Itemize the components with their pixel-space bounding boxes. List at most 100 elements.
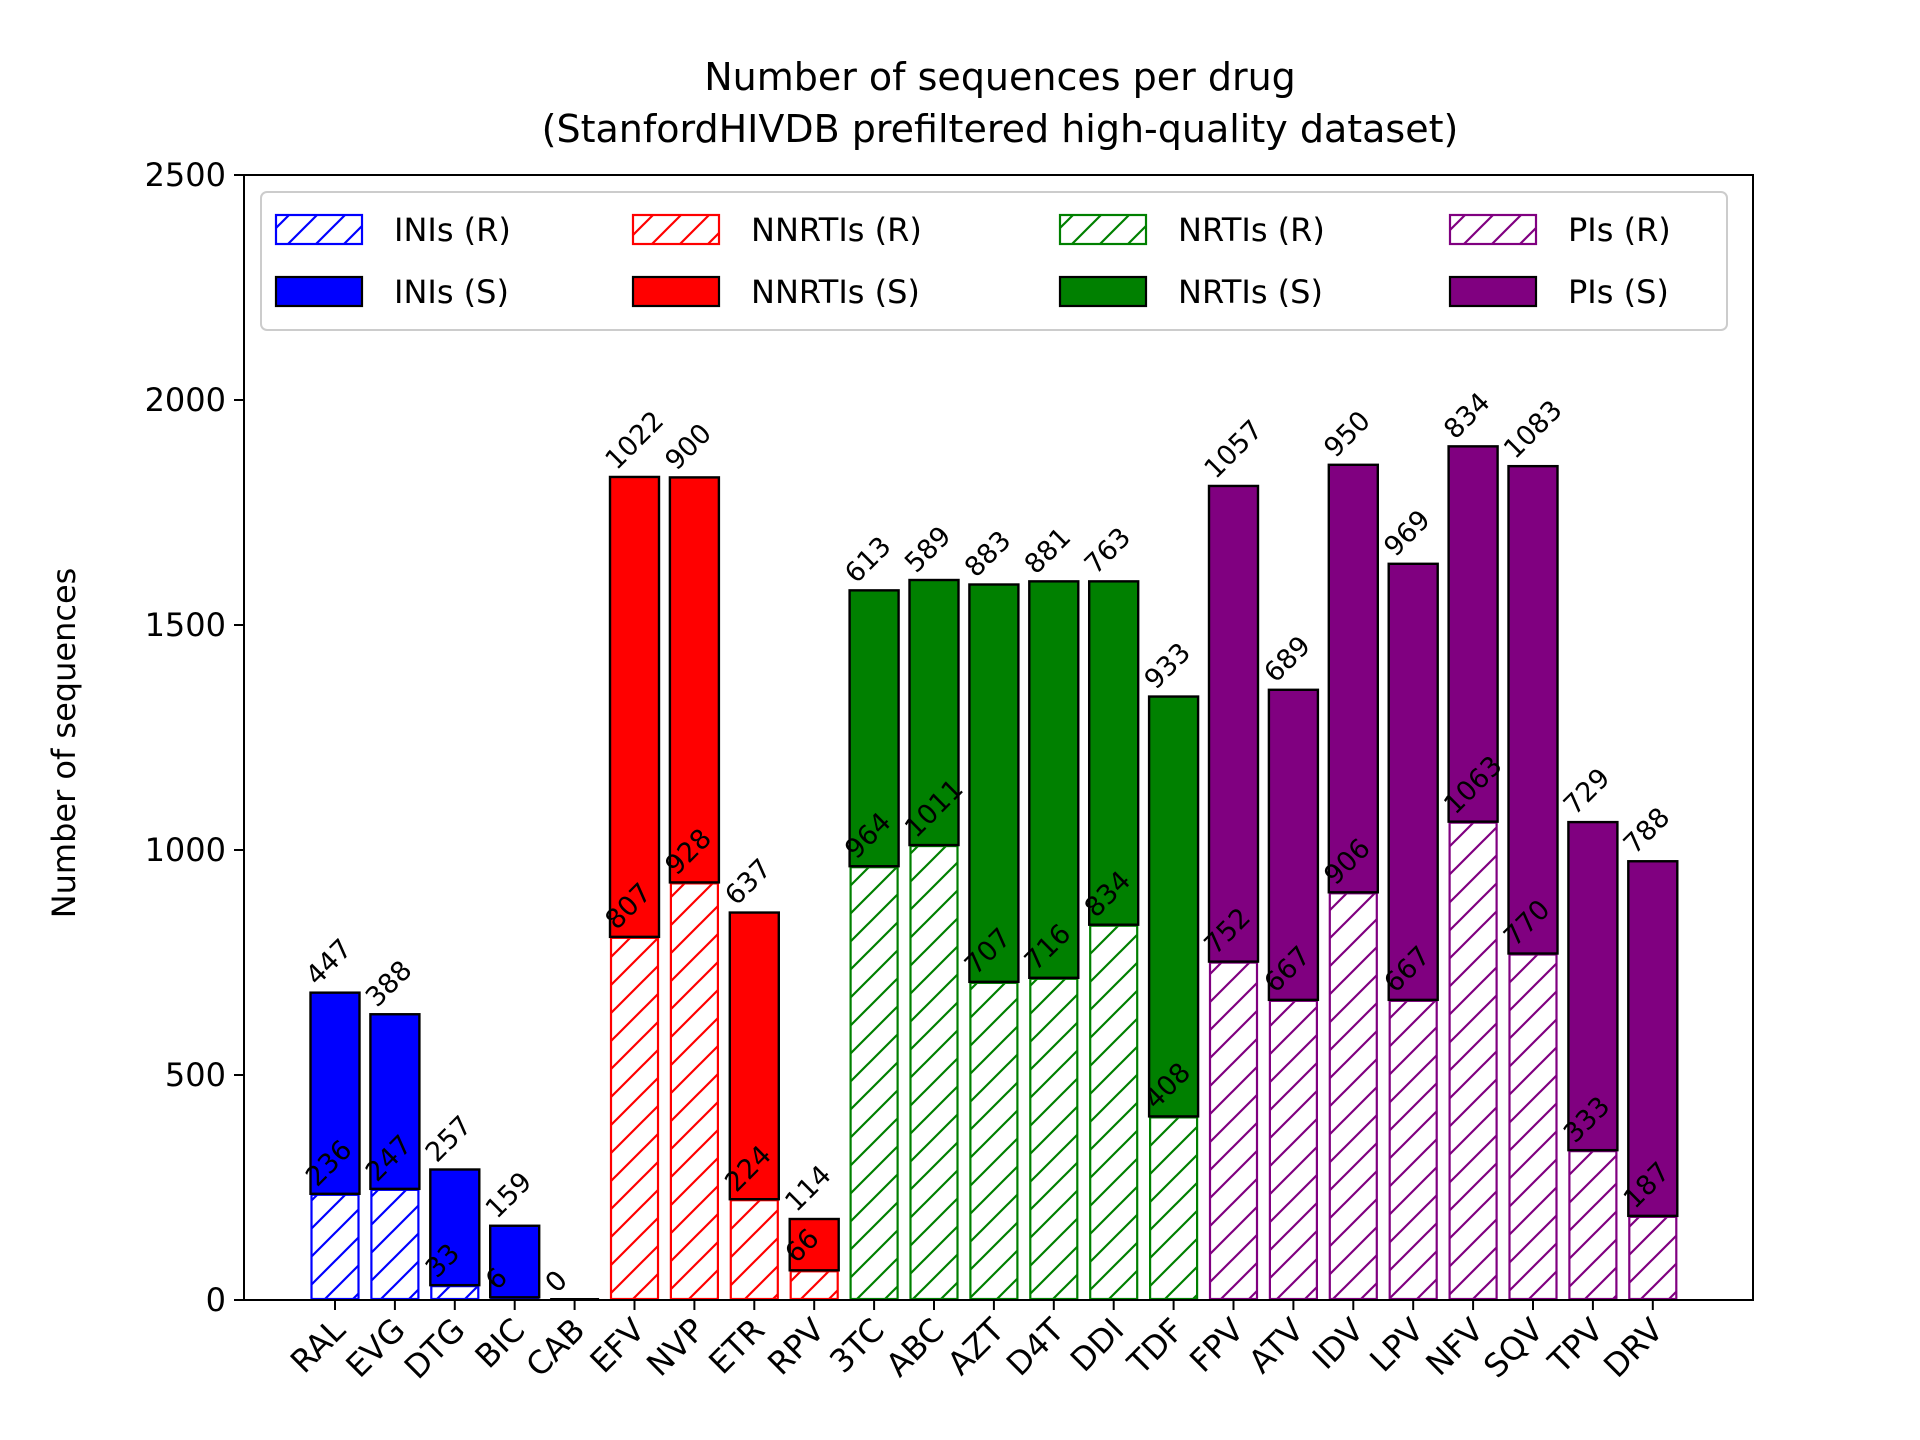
bar-dtg-susceptible [429,1168,481,1287]
legend-label-nrtis-s: NRTIs (S) [1178,273,1323,311]
bar-sqv-susceptible [1507,464,1559,955]
value-label-azt-susceptible: 883 [959,525,1017,583]
legend-box [260,191,1728,331]
value-label-abc-susceptible: 589 [899,521,957,579]
bar-nvp-susceptible [668,476,721,884]
bar-ral-susceptible [309,991,361,1196]
bar-etr-resistant [729,1199,779,1301]
bar-lpv-resistant [1388,999,1438,1301]
value-label-cab-susceptible: 0 [540,1265,574,1299]
x-tick-label-abc: ABC [878,1311,951,1384]
bar-nfv-resistant [1448,821,1498,1301]
x-tick-label-evg: EVG [338,1311,412,1385]
bar-sqv-resistant [1508,953,1558,1301]
legend-swatch-nnrtis-r [631,213,721,246]
x-tick-label-tdf: TDF [1119,1311,1191,1383]
chart-title-line-2: (StanfordHIVDB prefiltered high-quality … [542,107,1459,151]
bar-fpv-resistant [1208,961,1259,1301]
x-axis: RALEVGDTGBICCABEFVNVPETRRPV3TCABCAZTD4TD… [283,1300,1671,1386]
value-label-sqv-susceptible: 1083 [1498,395,1569,466]
y-tick-label-2000: 2000 [145,381,226,419]
x-tick-label-nfv: NFV [1418,1311,1490,1383]
legend-swatch-nrtis-s [1058,275,1148,308]
x-tick-label-nvp: NVP [639,1311,712,1384]
bar-nfv-susceptible [1447,445,1499,823]
x-tick-label-cab: CAB [519,1311,593,1385]
y-axis-label: Number of sequences [45,568,83,919]
legend-swatch-inis-s [274,275,364,308]
bar-rpv-susceptible [788,1217,840,1272]
bar-evg-susceptible [369,1013,421,1191]
bar-drv-susceptible [1627,860,1679,1218]
bar-tpv-susceptible [1567,820,1619,1152]
x-tick-label-rpv: RPV [760,1311,832,1383]
value-label-3tc-susceptible: 613 [839,531,897,589]
legend-swatch-nrtis-r [1058,213,1148,246]
legend-label-nnrtis-s: NNRTIs (S) [751,273,920,311]
x-tick-label-tpv: TPV [1540,1311,1611,1382]
bar-3tc-susceptible [848,589,900,868]
legend-label-pis-s: PIs (S) [1568,273,1669,311]
x-tick-label-lpv: LPV [1362,1311,1431,1380]
bar-idv-resistant [1328,892,1378,1301]
value-label-drv-susceptible: 788 [1618,802,1676,860]
x-tick-label-d4t: D4T [999,1310,1072,1383]
x-tick-label-idv: IDV [1305,1311,1371,1377]
plot-frame [243,174,1754,1301]
value-label-rpv-susceptible: 114 [779,1160,837,1218]
y-tick-label-2500: 2500 [145,156,226,194]
y-tick-label-1500: 1500 [145,606,226,644]
x-tick-label-ral: RAL [283,1311,353,1381]
bar-ddi-resistant [1089,924,1139,1301]
legend-swatch-nnrtis-s [631,275,721,308]
legend-label-inis-s: INIs (S) [394,273,509,311]
x-tick-label-sqv: SQV [1476,1311,1551,1386]
legend-swatch-inis-r [274,213,364,246]
value-label-ral-susceptible: 447 [300,933,358,991]
legend-label-nrtis-r: NRTIs (R) [1178,211,1325,249]
bar-tdf-resistant [1148,1116,1199,1301]
bar-3tc-resistant [849,866,899,1301]
bar-efv-resistant [609,936,660,1301]
bar-atv-susceptible [1267,688,1320,1002]
legend-label-inis-r: INIs (R) [394,211,511,249]
x-tick-label-bic: BIC [467,1311,532,1376]
value-label-atv-susceptible: 689 [1258,630,1316,688]
legend-label-pis-r: PIs (R) [1568,211,1671,249]
bar-nvp-resistant [669,882,720,1301]
bar-fpv-susceptible [1207,484,1260,963]
x-tick-label-atv: ATV [1241,1311,1311,1381]
value-label-lpv-susceptible: 969 [1378,504,1436,562]
bar-d4t-resistant [1029,977,1079,1301]
x-tick-label-efv: EFV [582,1311,652,1381]
bar-etr-susceptible [728,911,780,1201]
value-label-d4t-susceptible: 881 [1019,522,1077,580]
value-label-efv-susceptible: 1022 [600,405,671,476]
bar-azt-resistant [969,981,1019,1301]
bar-bic-susceptible [489,1224,541,1299]
bar-evg-resistant [370,1188,420,1301]
bar-dtg-resistant [430,1285,480,1301]
legend: INIs (R) INIs (S) NNRTIs (R) NNRTIs (S) NRTI… [260,191,1728,331]
value-label-bic-susceptible: 159 [480,1166,538,1224]
bar-ddi-susceptible [1087,580,1140,926]
x-tick-label-drv: DRV [1596,1311,1670,1385]
legend-label-nnrtis-r: NNRTIs (R) [751,211,922,249]
legend-swatch-pis-s [1448,275,1538,308]
bar-lpv-susceptible [1387,562,1439,1002]
x-tick-label-dtg: DTG [397,1311,473,1387]
value-label-tpv-susceptible: 729 [1558,763,1616,821]
x-tick-label-3tc: 3TC [822,1311,892,1381]
value-label-tdf-susceptible: 933 [1139,637,1197,695]
value-label-nfv-susceptible: 834 [1438,387,1496,445]
bar-abc-resistant [909,844,959,1301]
value-label-evg-susceptible: 388 [360,955,418,1013]
legend-swatch-pis-r [1448,213,1538,246]
x-tick-label-azt: AZT [940,1310,1012,1382]
value-label-idv-susceptible: 950 [1318,405,1376,463]
chart-title-line-1: Number of sequences per drug [704,55,1296,99]
y-tick-label-1000: 1000 [145,831,226,869]
y-axis: 0 500 1000 1500 2000 2500 [145,156,244,1319]
value-label-ddi-susceptible: 763 [1079,522,1137,580]
